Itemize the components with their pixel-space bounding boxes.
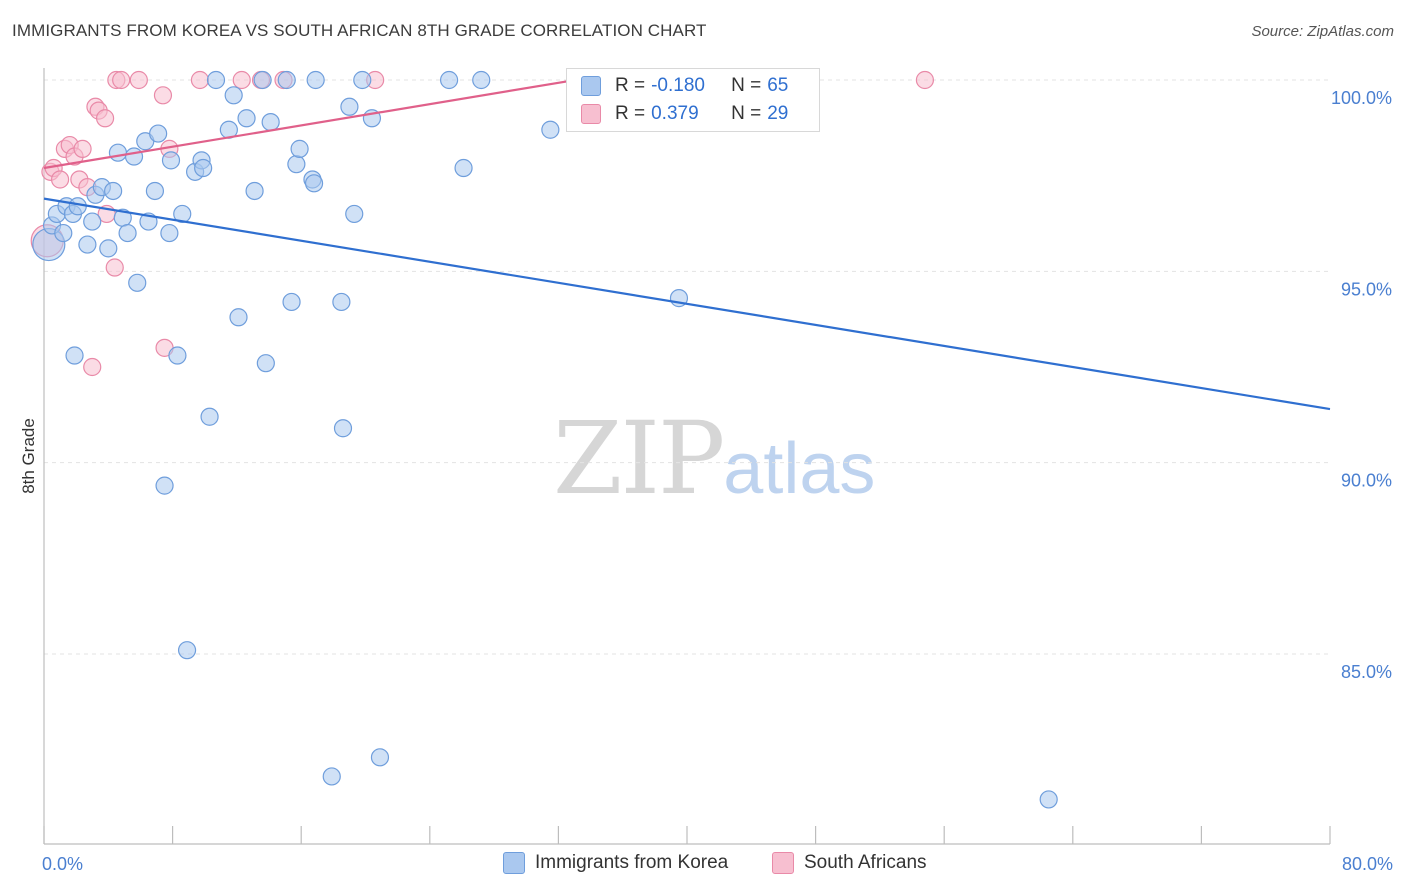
point-korea <box>206 70 226 90</box>
point-korea <box>304 174 324 193</box>
legend-label-south-africans: South Africans <box>804 852 927 873</box>
point-south-africans <box>153 86 173 105</box>
point-korea <box>65 346 84 365</box>
point-korea <box>168 346 187 365</box>
watermark-zip: ZIP <box>553 400 725 517</box>
point-korea <box>454 158 473 178</box>
point-south-africans <box>112 70 131 90</box>
point-korea <box>290 139 309 158</box>
y-tick-label: 100.0% <box>1331 88 1392 108</box>
trend-lines <box>43 75 1331 411</box>
x-tick-label-max: 80.0% <box>1342 854 1393 874</box>
axis-labels: 100.0% 95.0% 90.0% 85.0% 0.0% 80.0% 8th Grade <box>19 88 1393 874</box>
chart-title: IMMIGRANTS FROM KOREA VS SOUTH AFRICAN 8… <box>12 21 707 40</box>
point-korea <box>128 273 147 292</box>
legend-swatch-blue <box>503 852 525 874</box>
point-korea <box>322 767 341 786</box>
legend-swatch-blue <box>581 76 601 96</box>
point-korea <box>229 308 248 327</box>
legend-r-label: R = <box>615 103 646 124</box>
y-tick-label: 85.0% <box>1341 662 1392 682</box>
point-korea <box>345 204 364 224</box>
legend-n-value: 65 <box>767 75 789 96</box>
point-korea <box>161 151 181 170</box>
y-tick-label: 95.0% <box>1341 279 1392 299</box>
legend-n-value: 29 <box>767 103 789 124</box>
point-korea <box>200 407 219 426</box>
point-korea <box>173 204 192 224</box>
point-korea <box>78 235 97 254</box>
point-korea <box>160 223 179 243</box>
axes <box>43 68 1331 845</box>
point-korea <box>332 292 351 312</box>
point-south-africans <box>232 70 251 90</box>
point-south-africans <box>73 139 92 158</box>
legend-item-south-africans: South Africans <box>772 852 927 874</box>
point-korea <box>306 70 325 90</box>
watermark: ZIPatlas <box>553 400 875 517</box>
point-south-africans <box>95 109 115 128</box>
legend-row-south-africans: R = 0.379 N = 29 <box>581 101 788 127</box>
trend-line-south-africans <box>43 75 599 170</box>
point-korea <box>287 155 306 174</box>
legend-label-korea: Immigrants from Korea <box>535 852 729 873</box>
point-korea <box>439 70 459 90</box>
point-south-africans <box>83 357 102 377</box>
point-korea <box>108 143 128 162</box>
legend-r-label: R = <box>615 75 646 96</box>
point-korea <box>145 181 165 201</box>
legend-n-label: N = <box>731 103 762 124</box>
y-axis-title: 8th Grade <box>19 418 38 494</box>
point-south-africans <box>190 70 210 90</box>
point-korea <box>245 181 264 201</box>
y-tick-label: 90.0% <box>1341 471 1392 491</box>
point-korea <box>353 70 372 90</box>
trend-line-korea <box>43 197 1331 411</box>
point-korea <box>472 70 491 90</box>
point-korea <box>83 212 102 231</box>
point-korea <box>282 292 301 312</box>
point-korea <box>370 748 390 767</box>
point-south-africans <box>129 70 148 90</box>
point-korea <box>118 223 137 243</box>
point-korea <box>124 147 144 166</box>
watermark-atlas: atlas <box>723 429 876 509</box>
legend-r-value: 0.379 <box>651 103 699 124</box>
legend-swatch-pink <box>772 852 794 874</box>
point-korea <box>261 112 280 132</box>
legend-n-label: N = <box>731 75 762 96</box>
point-korea <box>340 97 359 116</box>
correlation-legend: R = -0.180 N = 65 R = 0.379 N = 29 <box>566 68 820 132</box>
point-south-africans <box>915 70 935 90</box>
legend-swatch-pink <box>581 104 601 124</box>
point-korea <box>256 354 275 373</box>
series-legend: Immigrants from Korea South Africans <box>0 852 1406 878</box>
point-korea <box>277 70 296 90</box>
point-korea <box>177 641 197 660</box>
x-tick-label-min: 0.0% <box>42 854 83 874</box>
grid <box>44 79 1330 655</box>
legend-r-value: -0.180 <box>651 75 705 96</box>
point-south-africans <box>50 170 70 189</box>
point-korea <box>253 70 272 90</box>
series-immigrants-from-korea <box>32 70 1058 809</box>
point-korea <box>194 158 213 178</box>
point-korea <box>1039 790 1058 809</box>
point-korea <box>333 419 353 438</box>
point-korea <box>155 476 174 495</box>
point-korea <box>54 223 73 243</box>
point-korea <box>237 109 256 128</box>
point-korea <box>68 197 87 216</box>
point-korea <box>541 120 560 139</box>
point-korea <box>224 86 243 105</box>
point-korea <box>149 124 168 143</box>
point-korea <box>104 181 123 201</box>
point-south-africans <box>105 258 124 277</box>
point-korea <box>99 239 118 258</box>
legend-row-korea: R = -0.180 N = 65 <box>581 73 788 99</box>
legend-item-korea: Immigrants from Korea <box>503 852 728 874</box>
source-label: Source: ZipAtlas.com <box>1251 23 1394 40</box>
